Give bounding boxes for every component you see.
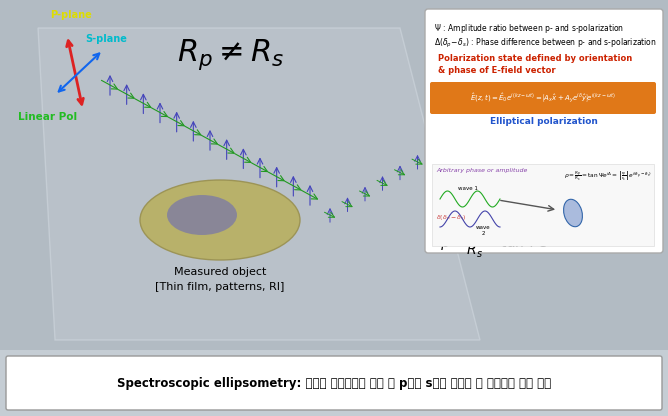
FancyBboxPatch shape xyxy=(432,164,654,246)
Ellipse shape xyxy=(564,199,582,227)
Text: $\delta(\delta_p - \delta_s)$: $\delta(\delta_p - \delta_s)$ xyxy=(436,214,467,224)
Text: $R_p \neq R_s$: $R_p \neq R_s$ xyxy=(176,37,283,72)
Text: $\Psi$ : Amplitude ratio between p- and s-polarization: $\Psi$ : Amplitude ratio between p- and … xyxy=(434,22,624,35)
Text: Measured object: Measured object xyxy=(174,267,266,277)
Ellipse shape xyxy=(167,195,237,235)
Ellipse shape xyxy=(140,180,300,260)
Text: Elliptical polarization: Elliptical polarization xyxy=(490,117,598,126)
FancyBboxPatch shape xyxy=(6,356,662,410)
Text: Linear Pol: Linear Pol xyxy=(18,112,77,122)
Text: wave 1: wave 1 xyxy=(458,186,478,191)
Text: Arbitrary phase or amplitude: Arbitrary phase or amplitude xyxy=(436,168,527,173)
Text: Polarization state defined by orientation
& phase of E-field vector: Polarization state defined by orientatio… xyxy=(438,54,632,75)
Text: Spectroscopic ellipsometry: 반도체 패턴웨이퍼 반사 시 p파와 s파의 위상차 및 진폭비율 분광 계측: Spectroscopic ellipsometry: 반도체 패턴웨이퍼 반사… xyxy=(117,376,551,389)
Text: $\hat{E}(z,t)=\hat{E}_0 e^{i(kz-\omega t)}=\!\left[A_x\hat{x}+A_y e^{i\delta}\ha: $\hat{E}(z,t)=\hat{E}_0 e^{i(kz-\omega t… xyxy=(470,91,616,105)
Text: $\rho = \dfrac{R_p}{R_s} = \tan\Psi\, e^{i\Delta}$: $\rho = \dfrac{R_p}{R_s} = \tan\Psi\, e^… xyxy=(440,225,560,260)
Text: $\Delta(\delta_p\!-\!\delta_s)$ : Phase difference between p- and s-polarization: $\Delta(\delta_p\!-\!\delta_s)$ : Phase … xyxy=(434,37,657,50)
Text: P-plane: P-plane xyxy=(50,10,92,20)
FancyBboxPatch shape xyxy=(430,82,656,114)
Text: Elliptical Pol: Elliptical Pol xyxy=(444,192,516,202)
Text: [Thin film, patterns, RI]: [Thin film, patterns, RI] xyxy=(156,282,285,292)
FancyBboxPatch shape xyxy=(425,9,663,253)
Polygon shape xyxy=(38,28,480,340)
Text: $\rho = \frac{R_p}{R_s} = \tan\Psi e^{i\Delta} = \left|\frac{r_p}{r_s}\right|e^{: $\rho = \frac{R_p}{R_s} = \tan\Psi e^{i\… xyxy=(564,169,652,183)
Text: S-plane: S-plane xyxy=(85,34,127,44)
Text: wave
2: wave 2 xyxy=(476,225,490,236)
Bar xyxy=(0,350,668,416)
